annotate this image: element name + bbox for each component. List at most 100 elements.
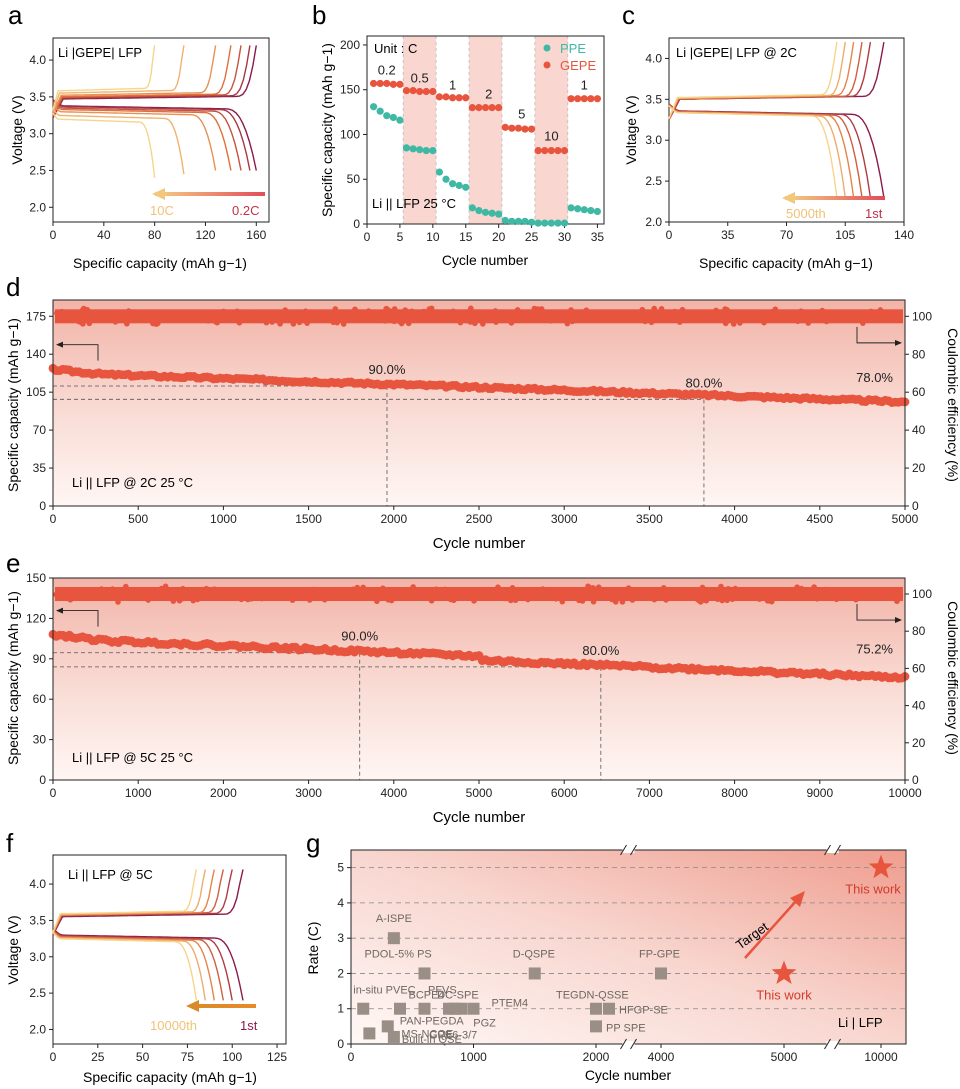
coulombic-efficiency-point — [814, 595, 820, 602]
coulombic-efficiency-point — [652, 315, 659, 321]
data-point-gepe — [468, 104, 476, 112]
x-tick-label: 3000 — [295, 786, 322, 800]
x-tick-label: 5000 — [771, 1050, 798, 1064]
data-point-ppe — [521, 217, 529, 225]
panel-f-arrow-head — [186, 1000, 199, 1012]
panel-c: 0 35 70 105 140 2.0 2.5 3.0 3.5 4.0 Li |GEPE| LFP… — [623, 37, 914, 271]
coulombic-efficiency-point — [179, 585, 186, 592]
panel-label-e: e — [6, 548, 20, 578]
panel-g-target-arrowhead — [790, 891, 805, 907]
coulombic-efficiency-point — [667, 595, 674, 601]
reference-point — [590, 1002, 602, 1015]
y-tick-label: 175 — [26, 309, 46, 323]
coulombic-efficiency-point — [293, 310, 299, 316]
data-point-ppe — [389, 113, 397, 122]
x-tick-label: 2500 — [466, 512, 493, 526]
panel-d-ylabel: Specific capacity (mAh g−1) — [5, 318, 21, 492]
data-point-gepe — [402, 87, 411, 95]
data-point-ppe — [409, 145, 417, 153]
right-axis-arrowhead — [895, 617, 902, 624]
y-tick-label: 120 — [26, 611, 46, 625]
coulombic-efficiency-point — [248, 595, 255, 602]
x-tick-label: 1000 — [210, 512, 237, 526]
right-axis-arrow — [856, 604, 899, 621]
coulombic-efficiency-point — [220, 308, 227, 315]
coulombic-efficiency-point — [854, 587, 861, 594]
coulombic-efficiency-point — [225, 592, 232, 599]
x-tick-label: 70 — [780, 228, 794, 242]
data-point-ppe — [429, 146, 437, 155]
panel-e-ylabel: Specific capacity (mAh g−1) — [5, 591, 21, 765]
coulombic-efficiency-point — [630, 312, 637, 319]
coulombic-efficiency-point — [719, 597, 726, 604]
coulombic-efficiency-point — [319, 595, 325, 601]
coulombic-efficiency-point — [714, 596, 721, 603]
left-axis-arrow — [59, 344, 99, 361]
y2-tick-label: 0 — [912, 773, 919, 787]
panel-e: 90.0%80.0% 75.2% 0 1000 2000 3000 4000 5000 600… — [5, 571, 960, 826]
y-tick-label: 0 — [337, 1037, 344, 1051]
panel-g-ticks: 0 1000 2000 4000 5000 10000 0 1 2 3 4 5 — [337, 844, 898, 1064]
data-point-ppe — [435, 168, 444, 176]
x-tick-label: 125 — [267, 1050, 287, 1064]
x-tick-label: 105 — [835, 228, 855, 242]
coulombic-efficiency-point — [722, 320, 729, 327]
panel-c-xlabel: Specific capacity (mAh g−1) — [699, 255, 873, 271]
coulombic-efficiency-point — [798, 308, 804, 314]
data-point-ppe — [567, 204, 575, 212]
coulombic-efficiency-point — [633, 587, 640, 594]
y-tick-label: 2.0 — [29, 200, 46, 214]
reference-label: DC-SPE — [437, 990, 479, 1002]
coulombic-efficiency-point — [442, 586, 448, 593]
coulombic-efficiency-point — [569, 318, 576, 325]
panel-g: 0 1000 2000 4000 5000 10000 0 1 2 3 4 5 A-ISPE PDOL-… — [305, 844, 907, 1083]
data-point-ppe — [383, 112, 391, 120]
coulombic-efficiency-point — [639, 306, 646, 313]
reference-label: PDOL-5% PS — [365, 948, 432, 960]
retention-label: 78.0% — [856, 370, 893, 385]
rate-label: 10 — [544, 129, 558, 144]
y-tick-label: 3.0 — [29, 127, 46, 141]
y-tick-label: 3.5 — [29, 90, 46, 104]
data-point-ppe — [442, 175, 450, 183]
reference-label: MS-NCQE — [401, 1028, 453, 1040]
y-tick-label: 1 — [337, 1002, 344, 1016]
coulombic-efficiency-point — [802, 592, 808, 598]
coulombic-efficiency-point — [746, 590, 752, 597]
panel-b-xlabel: Cycle number — [442, 252, 529, 268]
x-tick-label: 7000 — [636, 786, 663, 800]
y-tick-label: 0 — [39, 499, 46, 513]
this-work-label: This work — [756, 987, 812, 1002]
panel-f-curves — [52, 869, 244, 1001]
panel-f-xlabel: Specific capacity (mAh g−1) — [83, 1069, 257, 1085]
coulombic-efficiency-point — [484, 590, 491, 597]
coulombic-efficiency-point — [340, 321, 347, 327]
panel-e-background — [53, 578, 905, 780]
coulombic-efficiency-point — [335, 317, 341, 323]
x-tick-label: 50 — [136, 1050, 150, 1064]
coulombic-efficiency-point — [428, 593, 434, 600]
left-axis-arrowhead — [56, 607, 63, 614]
y-tick-label: 3.0 — [645, 133, 662, 147]
coulombic-efficiency-point — [62, 316, 68, 323]
reference-point — [443, 1002, 455, 1015]
x-tick-label: 0 — [50, 228, 57, 242]
data-point-ppe — [422, 146, 430, 155]
reference-point — [363, 1027, 376, 1040]
coulombic-efficiency-point — [724, 597, 730, 604]
coulombic-efficiency-point — [395, 588, 402, 595]
coulombic-efficiency-point — [535, 592, 541, 599]
coulombic-efficiency-point — [205, 314, 212, 321]
coulombic-efficiency-point — [648, 319, 655, 326]
reference-point — [357, 1002, 370, 1015]
y-tick-label: 3.5 — [29, 913, 46, 927]
coulombic-efficiency-point — [135, 309, 141, 316]
coulombic-efficiency-point — [798, 585, 805, 592]
coulombic-efficiency-point — [619, 599, 626, 605]
data-point-gepe — [416, 87, 424, 96]
x-tick-label: 15 — [459, 230, 473, 244]
data-point-gepe — [580, 95, 588, 103]
coulombic-efficiency-point — [881, 312, 887, 319]
charge-curve — [52, 45, 257, 118]
charge-curve — [52, 869, 215, 934]
